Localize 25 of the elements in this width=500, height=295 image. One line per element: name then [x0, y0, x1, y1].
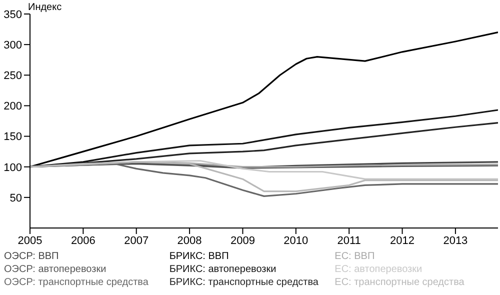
- x-tick-label: 2010: [284, 234, 308, 247]
- x-tick-label: 2007: [124, 234, 149, 247]
- x-tick-label: 2009: [230, 234, 255, 247]
- text: БРИКС: автоперевозки: [169, 263, 278, 276]
- text: ОЭСР: транспортные средства: [4, 276, 150, 289]
- text: ЕС: ВВП: [334, 250, 376, 263]
- text: БРИКС: ВВП: [169, 250, 230, 263]
- x-tick-label: 2011: [337, 234, 361, 247]
- x-tick-label: 2008: [177, 234, 202, 247]
- y-tick-label: 50: [10, 192, 22, 204]
- text: БРИКС: транспортные средства: [169, 276, 320, 289]
- x-tick-label: 2013: [443, 234, 468, 247]
- y-tick-label: 250: [4, 70, 22, 82]
- y-tick-label: 300: [4, 39, 22, 52]
- text: ЕС: транспортные средства: [334, 276, 466, 289]
- y-tick-label: 200: [4, 100, 22, 113]
- text: ОЭСР: автоперевозки: [4, 263, 108, 276]
- x-tick-label: 2006: [70, 234, 96, 247]
- x-tick-label: 2012: [390, 234, 415, 247]
- text: ОЭСР: ВВП: [4, 250, 60, 263]
- y-axis-title: Индекс: [28, 2, 62, 13]
- x-tick-label: 2005: [18, 234, 42, 247]
- y-tick-label: 350: [4, 8, 22, 21]
- y-tick-label: 100: [4, 162, 22, 174]
- y-tick-label: 150: [4, 131, 22, 144]
